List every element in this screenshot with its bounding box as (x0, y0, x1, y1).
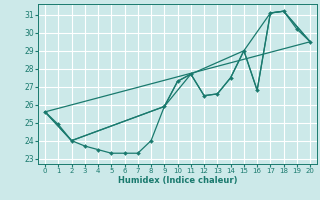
X-axis label: Humidex (Indice chaleur): Humidex (Indice chaleur) (118, 176, 237, 185)
